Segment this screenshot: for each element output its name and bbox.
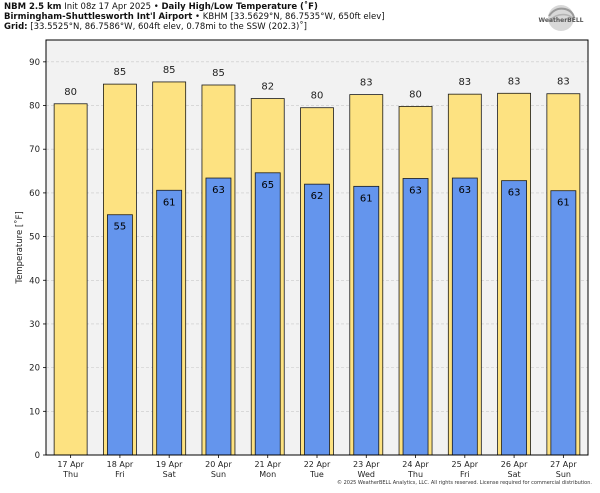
low-bar bbox=[501, 180, 527, 456]
chart-title: Daily High/Low Temperature (˚F) bbox=[161, 2, 318, 12]
y-tick-label: 80 bbox=[29, 102, 40, 112]
x-tick-day: Fri bbox=[115, 470, 125, 479]
high-value-label: 85 bbox=[163, 65, 176, 76]
x-tick-date: 22 Apr bbox=[304, 460, 331, 469]
x-tick-day: Fri bbox=[460, 470, 470, 479]
x-tick-day: Thu bbox=[407, 470, 423, 479]
x-tick-day: Sun bbox=[556, 470, 571, 479]
low-bar bbox=[353, 185, 380, 456]
high-value-label: 80 bbox=[64, 87, 77, 98]
x-tick-day: Sat bbox=[163, 470, 176, 479]
header-line-3: Grid: [33.5525°N, 86.7586°W, 604ft elev,… bbox=[4, 22, 307, 33]
y-tick-label: 20 bbox=[29, 364, 40, 374]
x-tick-date: 27 Apr bbox=[550, 460, 577, 469]
y-tick-label: 40 bbox=[29, 276, 40, 286]
low-bar bbox=[107, 214, 133, 456]
weatherbell-logo: WeatherBELL bbox=[538, 5, 584, 31]
x-tick-day: Mon bbox=[259, 470, 276, 479]
x-tick-date: 19 Apr bbox=[156, 460, 183, 469]
high-bar bbox=[53, 103, 88, 456]
high-value-label: 80 bbox=[409, 89, 422, 100]
header-line-1: NBM 2.5 km Init 08z 17 Apr 2025 • Daily … bbox=[4, 2, 318, 13]
high-value-label: 85 bbox=[114, 67, 127, 78]
high-value-label: 83 bbox=[360, 78, 373, 89]
header-line-2: Birmingham-Shuttlesworth Int'l Airport •… bbox=[4, 12, 385, 23]
y-axis-label: Temperature [˚F] bbox=[14, 211, 25, 284]
low-bar bbox=[156, 189, 183, 456]
plot-frame bbox=[45, 39, 589, 456]
copyright-footer: © 2025 WeatherBELL Analytics, LLC. All r… bbox=[337, 480, 592, 486]
high-value-label: 82 bbox=[261, 82, 274, 93]
low-value-label: 61 bbox=[360, 193, 373, 204]
low-bar bbox=[254, 172, 281, 456]
low-bar bbox=[205, 177, 232, 456]
station-name: Birmingham-Shuttlesworth Int'l Airport bbox=[4, 12, 193, 22]
low-value-label: 63 bbox=[458, 185, 471, 196]
x-tick-day: Tue bbox=[309, 470, 324, 479]
y-tick-label: 90 bbox=[29, 58, 40, 68]
low-value-label: 63 bbox=[212, 185, 225, 196]
x-tick-date: 18 Apr bbox=[107, 460, 134, 469]
separator: • bbox=[195, 12, 201, 22]
model-name: NBM 2.5 km bbox=[4, 2, 62, 12]
high-value-label: 83 bbox=[458, 77, 471, 88]
x-tick-date: 21 Apr bbox=[254, 460, 281, 469]
svg-text:WeatherBELL: WeatherBELL bbox=[538, 17, 583, 24]
station-info: KBHM [33.5629°N, 86.7535°W, 650ft elev] bbox=[202, 12, 385, 22]
high-value-label: 83 bbox=[508, 76, 521, 87]
x-tick-date: 24 Apr bbox=[402, 460, 429, 469]
high-value-label: 83 bbox=[557, 77, 570, 88]
x-tick-date: 25 Apr bbox=[452, 460, 479, 469]
low-value-label: 61 bbox=[557, 198, 570, 209]
low-bar bbox=[304, 183, 330, 456]
low-value-label: 62 bbox=[311, 191, 324, 202]
y-tick-label: 0 bbox=[35, 451, 40, 461]
y-axis-ticks: 0 10 20 30 40 50 60 70 80 90 bbox=[29, 58, 46, 461]
x-tick-date: 17 Apr bbox=[57, 460, 84, 469]
separator: • bbox=[153, 2, 159, 12]
y-tick-label: 30 bbox=[29, 320, 40, 330]
low-value-label: 65 bbox=[261, 180, 274, 191]
low-value-label: 63 bbox=[409, 185, 422, 196]
x-tick-day: Wed bbox=[358, 470, 375, 479]
data-labels: 80 85 55 85 61 85 63 82 65 80 62 83 61 80 63 83 63 83 63 83… bbox=[64, 65, 569, 233]
init-time: Init 08z 17 Apr 2025 bbox=[64, 2, 152, 12]
x-tick-date: 23 Apr bbox=[353, 460, 380, 469]
y-tick-label: 70 bbox=[29, 145, 40, 155]
low-bar bbox=[550, 190, 577, 456]
y-tick-label: 10 bbox=[29, 407, 40, 417]
y-tick-label: 60 bbox=[29, 189, 40, 199]
low-value-label: 55 bbox=[114, 222, 127, 233]
low-bar bbox=[402, 178, 429, 456]
x-tick-day: Sat bbox=[508, 470, 521, 479]
x-tick-day: Thu bbox=[62, 470, 78, 479]
high-value-label: 80 bbox=[311, 91, 324, 102]
low-value-label: 61 bbox=[163, 197, 176, 208]
x-tick-date: 26 Apr bbox=[501, 460, 528, 469]
y-tick-label: 50 bbox=[29, 233, 40, 243]
x-tick-day: Sun bbox=[211, 470, 226, 479]
grid-label: Grid: bbox=[4, 22, 28, 32]
x-tick-date: 20 Apr bbox=[205, 460, 232, 469]
low-value-label: 63 bbox=[508, 188, 521, 199]
high-value-label: 85 bbox=[212, 68, 225, 79]
low-bar bbox=[451, 177, 478, 456]
low-temperature-bars bbox=[107, 172, 577, 456]
grid-info: [33.5525°N, 86.7586°W, 604ft elev, 0.78m… bbox=[30, 22, 307, 32]
